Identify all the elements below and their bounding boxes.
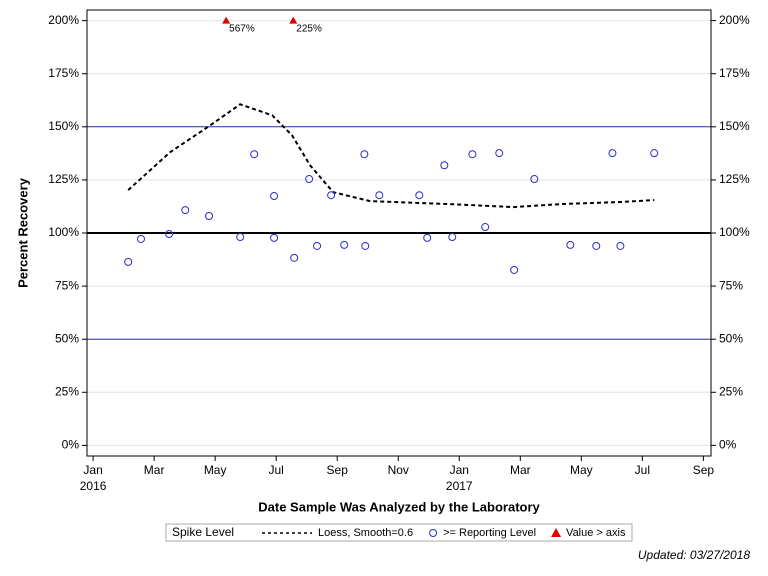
x-year-label: 2016 <box>80 479 107 493</box>
over-axis-marker <box>289 16 298 24</box>
data-point <box>305 175 314 184</box>
x-tick-label: Jan <box>450 463 469 477</box>
y2-tick-label: 25% <box>719 384 743 398</box>
y2-tick-label: 175% <box>719 66 750 80</box>
y-tick-label: 125% <box>48 172 79 186</box>
y2-tick-label: 150% <box>719 119 750 133</box>
y-tick-label: 25% <box>55 384 79 398</box>
data-point <box>592 241 601 250</box>
y2-tick-label: 75% <box>719 278 743 292</box>
x-tick-label: Nov <box>388 463 409 477</box>
data-point <box>608 149 617 158</box>
y-tick-label: 200% <box>48 13 79 27</box>
data-point <box>510 265 519 274</box>
footnote: Updated: 03/27/2018 <box>638 548 750 562</box>
y-tick-label: 75% <box>55 278 79 292</box>
data-point <box>650 149 659 158</box>
legend-title: Spike Level <box>172 525 234 539</box>
y-tick-label: 0% <box>62 438 80 452</box>
data-point <box>360 150 369 159</box>
data-point <box>340 240 349 249</box>
data-point <box>481 223 490 232</box>
x-tick-label: Jan <box>83 463 102 477</box>
data-point <box>270 233 279 242</box>
y2-tick-label: 0% <box>719 438 737 452</box>
y2-tick-label: 50% <box>719 331 743 345</box>
x-tick-label: Sep <box>327 463 349 477</box>
data-point <box>124 257 133 266</box>
y-tick-label: 175% <box>48 66 79 80</box>
x-tick-label: May <box>570 463 593 477</box>
legend-label: Loess, Smooth=0.6 <box>318 527 413 539</box>
data-point <box>327 191 336 200</box>
data-point <box>181 206 190 215</box>
data-point <box>616 241 625 250</box>
x-tick-label: Sep <box>693 463 715 477</box>
data-point <box>530 175 539 184</box>
x-tick-label: Mar <box>144 463 165 477</box>
data-point <box>423 233 432 242</box>
data-point <box>361 241 370 250</box>
data-point <box>313 241 322 250</box>
y2-tick-label: 125% <box>719 172 750 186</box>
x-axis-label: Date Sample Was Analyzed by the Laborato… <box>258 499 540 514</box>
x-tick-label: May <box>204 463 227 477</box>
y2-tick-label: 200% <box>719 13 750 27</box>
data-point <box>137 234 146 243</box>
y-tick-label: 100% <box>48 225 79 239</box>
legend-label: >= Reporting Level <box>443 527 536 539</box>
data-point <box>236 233 245 242</box>
x-tick-label: Mar <box>510 463 531 477</box>
legend-swatch <box>551 528 562 537</box>
data-point <box>566 240 575 249</box>
legend-label: Value > axis <box>566 527 626 539</box>
data-point <box>165 230 174 239</box>
over-axis-label: 567% <box>229 23 255 34</box>
y-tick-label: 150% <box>48 119 79 133</box>
legend-swatch <box>429 529 438 537</box>
data-point <box>375 191 384 200</box>
over-axis-label: 225% <box>296 23 322 34</box>
y-tick-label: 50% <box>55 331 79 345</box>
over-axis-marker <box>222 16 231 24</box>
data-point <box>448 233 457 242</box>
y2-tick-label: 100% <box>719 225 750 239</box>
x-tick-label: Jul <box>635 463 650 477</box>
legend-box <box>165 523 633 542</box>
data-point <box>415 191 424 200</box>
data-point <box>250 150 259 159</box>
x-tick-label: Jul <box>269 463 284 477</box>
y-axis-label: Percent Recovery <box>15 177 30 288</box>
data-point <box>290 253 299 262</box>
data-point <box>440 161 449 170</box>
x-year-label: 2017 <box>446 479 473 493</box>
data-point <box>205 212 214 221</box>
plot-frame <box>86 9 712 457</box>
data-point <box>468 150 477 159</box>
data-point <box>495 149 504 158</box>
data-point <box>270 192 279 201</box>
